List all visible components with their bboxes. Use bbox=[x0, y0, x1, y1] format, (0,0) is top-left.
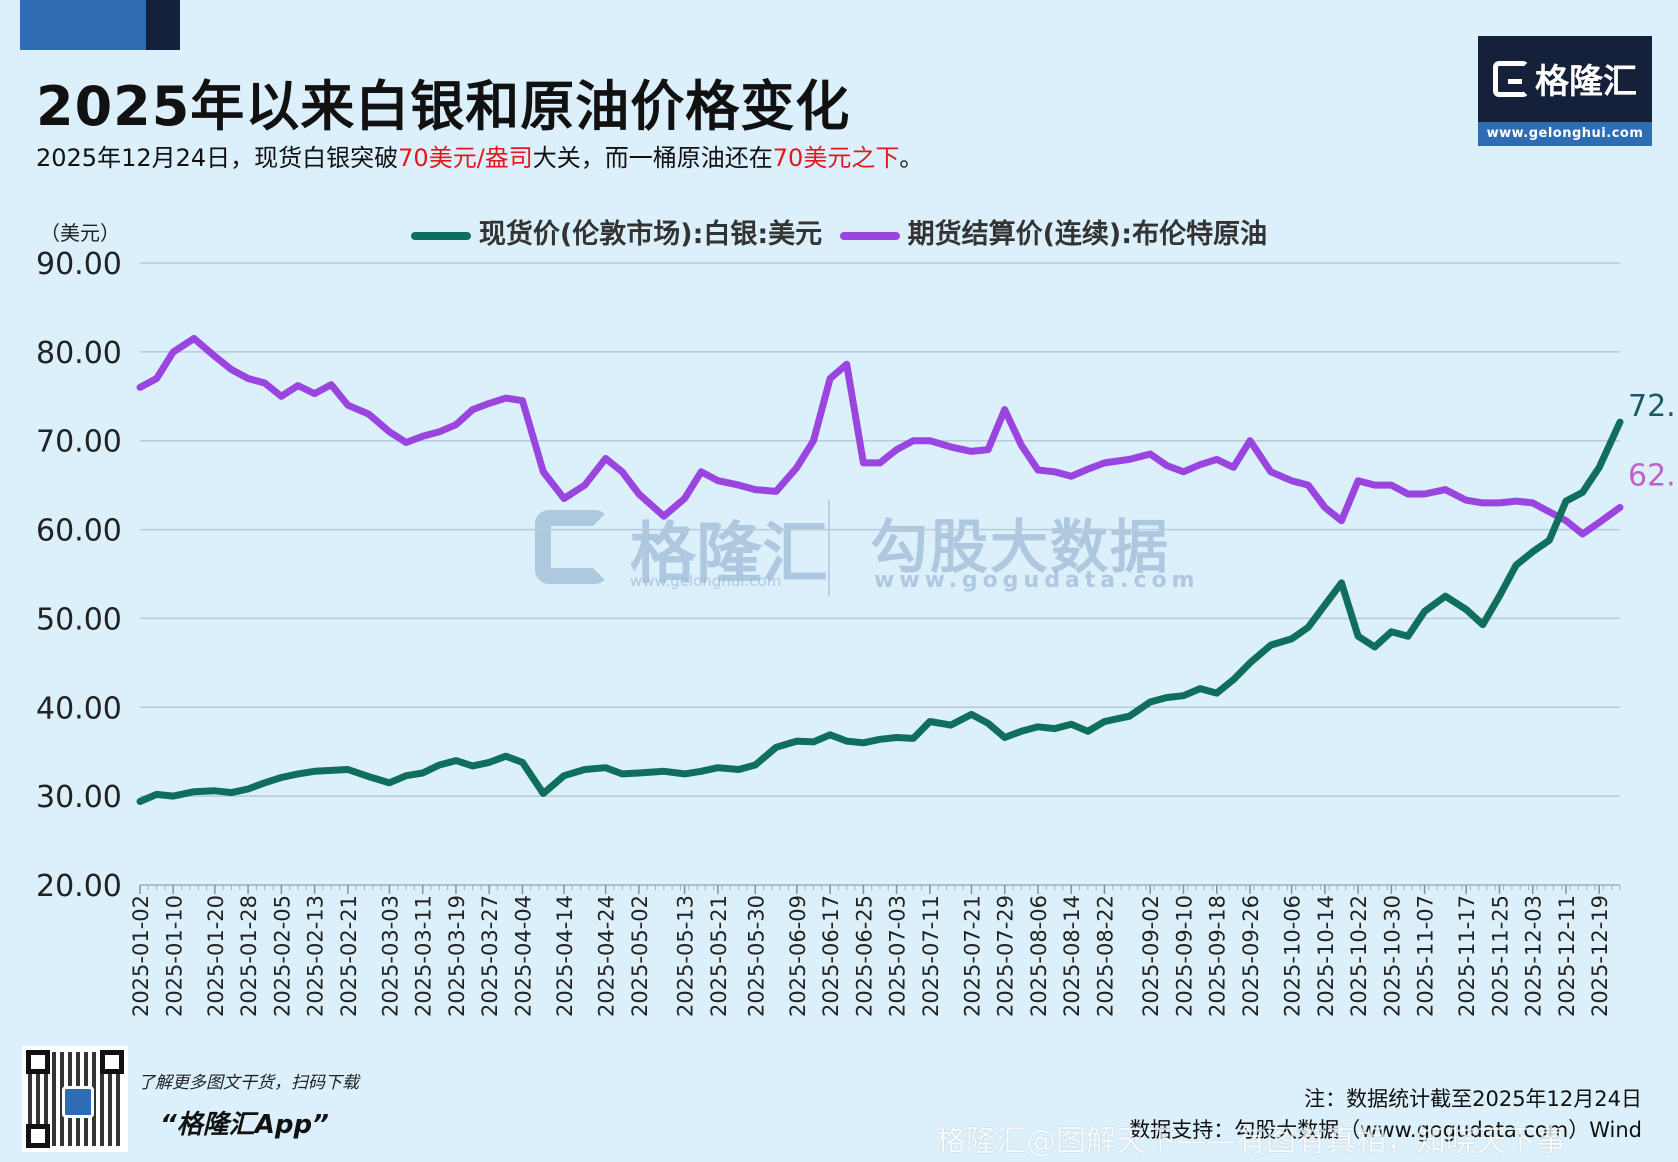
end-label-brent: 62.5 bbox=[1628, 458, 1678, 493]
x-tick-label: 2025-02-13 bbox=[304, 895, 328, 1017]
x-tick-label: 2025-07-21 bbox=[960, 895, 984, 1017]
y-tick-label: 60.00 bbox=[36, 514, 122, 549]
watermark-gelonghui-url: www.gelonghui.com bbox=[630, 572, 782, 590]
watermark-gogudata-name: 勾股大数据 bbox=[870, 513, 1171, 581]
legend-item-brent: 期货结算价(连续):布伦特原油 bbox=[839, 212, 1268, 251]
legend-label-silver: 现货价(伦敦市场):白银:美元 bbox=[478, 219, 823, 250]
legend-item-silver: 现货价(伦敦市场):白银:美元 bbox=[410, 212, 823, 251]
x-tick-label: 2025-08-06 bbox=[1027, 895, 1051, 1017]
x-tick-label: 2025-05-21 bbox=[707, 895, 731, 1017]
x-tick-label: 2025-05-02 bbox=[628, 895, 652, 1017]
x-tick-label: 2025-12-19 bbox=[1588, 895, 1612, 1017]
x-tick-label: 2025-03-19 bbox=[445, 895, 469, 1017]
x-tick-label: 2025-04-14 bbox=[553, 895, 577, 1017]
x-tick-label: 2025-01-28 bbox=[237, 895, 261, 1017]
x-tick-label: 2025-09-18 bbox=[1206, 895, 1230, 1017]
watermark-divider bbox=[828, 500, 830, 596]
subtitle-highlight-oil: 70美元之下 bbox=[772, 144, 900, 172]
brand-logo-row: 格隆汇 bbox=[1478, 54, 1652, 103]
x-tick-label: 2025-10-14 bbox=[1314, 895, 1338, 1017]
subtitle-part-2: 大关，而一桶原油还在 bbox=[532, 144, 773, 172]
x-tick-label: 2025-09-10 bbox=[1172, 895, 1196, 1017]
x-tick-label: 2025-09-26 bbox=[1239, 895, 1263, 1017]
subtitle-part-3: 。 bbox=[899, 144, 924, 172]
x-tick-label: 2025-01-20 bbox=[204, 895, 228, 1017]
brand-logo: 格隆汇 www.gelonghui.com bbox=[1478, 36, 1652, 146]
x-tick-label: 2025-04-04 bbox=[511, 895, 535, 1017]
x-tick-label: 2025-11-07 bbox=[1414, 895, 1438, 1017]
x-tick-label: 2025-03-03 bbox=[378, 895, 402, 1017]
brand-url: www.gelonghui.com bbox=[1478, 122, 1652, 146]
promo-text: 了解更多图文干货，扫码下载 bbox=[138, 1073, 359, 1093]
watermark-gogudata-url: www.gogudata.com bbox=[874, 568, 1200, 593]
gelonghui-g-icon bbox=[1493, 60, 1529, 97]
qr-code[interactable] bbox=[22, 1046, 128, 1152]
x-tick-label: 2025-08-14 bbox=[1060, 895, 1084, 1017]
legend-label-brent: 期货结算价(连续):布伦特原油 bbox=[907, 219, 1268, 250]
header-accent-bar bbox=[20, 0, 146, 50]
y-tick-label: 50.00 bbox=[36, 602, 122, 637]
x-tick-label: 2025-08-22 bbox=[1093, 895, 1117, 1017]
x-tick-label: 2025-10-06 bbox=[1281, 895, 1305, 1017]
x-tick-label: 2025-07-11 bbox=[919, 895, 943, 1017]
x-tick-label: 2025-09-02 bbox=[1139, 895, 1163, 1017]
y-tick-label: 90.00 bbox=[36, 247, 122, 282]
subtitle-part-1: 2025年12月24日，现货白银突破 bbox=[36, 144, 399, 172]
x-tick-label: 2025-12-03 bbox=[1522, 895, 1546, 1017]
x-tick-label: 2025-07-29 bbox=[994, 895, 1018, 1017]
x-tick-label: 2025-11-17 bbox=[1455, 895, 1479, 1017]
x-tick-label: 2025-05-30 bbox=[744, 895, 768, 1017]
x-tick-label: 2025-05-13 bbox=[674, 895, 698, 1017]
y-tick-label: 80.00 bbox=[36, 336, 122, 371]
page-subtitle: 2025年12月24日，现货白银突破70美元/盎司大关，而一桶原油还在70美元之… bbox=[36, 138, 923, 173]
x-tick-label: 2025-02-21 bbox=[337, 895, 361, 1017]
data-note: 注：数据统计截至2025年12月24日 bbox=[1304, 1087, 1642, 1111]
y-axis-label: （美元） bbox=[40, 221, 120, 245]
x-tick-label: 2025-10-30 bbox=[1380, 895, 1404, 1017]
y-tick-label: 40.00 bbox=[36, 691, 122, 726]
x-tick-label: 2025-07-03 bbox=[886, 895, 910, 1017]
qr-logo-icon bbox=[62, 1086, 94, 1118]
series-line-silver bbox=[136, 418, 1624, 805]
y-tick-label: 30.00 bbox=[36, 780, 122, 815]
x-tick-label: 2025-06-25 bbox=[852, 895, 876, 1017]
series-line-brent bbox=[136, 335, 1624, 538]
brand-name: 格隆汇 bbox=[1535, 62, 1637, 102]
end-label-silver: 72.1 bbox=[1628, 389, 1678, 424]
watermark-gelonghui-name: 格隆汇 bbox=[630, 515, 828, 592]
x-tick-label: 2025-02-05 bbox=[270, 895, 294, 1017]
page-title: 2025年以来白银和原油价格变化 bbox=[36, 75, 851, 138]
qr-finder-bottom-left bbox=[26, 1124, 50, 1148]
x-tick-label: 2025-06-17 bbox=[819, 895, 843, 1017]
x-tick-label: 2025-03-11 bbox=[412, 895, 436, 1017]
legend-swatch-silver bbox=[410, 231, 471, 240]
subtitle-highlight-silver: 70美元/盎司 bbox=[398, 144, 533, 172]
qr-finder-top-right bbox=[100, 1050, 124, 1074]
x-tick-label: 2025-11-25 bbox=[1488, 895, 1512, 1017]
x-tick-label: 2025-04-24 bbox=[595, 895, 619, 1017]
y-tick-label: 70.00 bbox=[36, 425, 122, 460]
chart-legend: 现货价(伦敦市场):白银:美元 期货结算价(连续):布伦特原油 bbox=[0, 212, 1678, 251]
x-tick-label: 2025-03-27 bbox=[478, 895, 502, 1017]
x-tick-label: 2025-01-10 bbox=[162, 895, 186, 1017]
x-tick-label: 2025-01-02 bbox=[129, 895, 153, 1017]
promo-app-name: “格隆汇App” bbox=[160, 1110, 329, 1140]
qr-finder-top-left bbox=[26, 1050, 50, 1074]
watermark-gelonghui-icon bbox=[535, 510, 609, 584]
y-tick-label: 20.00 bbox=[36, 869, 122, 904]
x-tick-label: 2025-12-11 bbox=[1555, 895, 1579, 1017]
data-source: 数据支持：勾股大数据（www.gogudata.com）Wind bbox=[1129, 1118, 1642, 1142]
footer-watermark: 格隆汇@图解天下——有图有真相，知晓天下事 bbox=[936, 1124, 1566, 1159]
x-tick-label: 2025-10-22 bbox=[1347, 895, 1371, 1017]
legend-swatch-brent bbox=[839, 231, 900, 240]
line-chart: （美元）90.00 80.00 70.00 60.00 50.00 40.00 30.00 2… bbox=[36, 221, 1678, 1017]
x-tick-label: 2025-06-09 bbox=[786, 895, 810, 1017]
header-accent-bar-dark bbox=[146, 0, 180, 50]
